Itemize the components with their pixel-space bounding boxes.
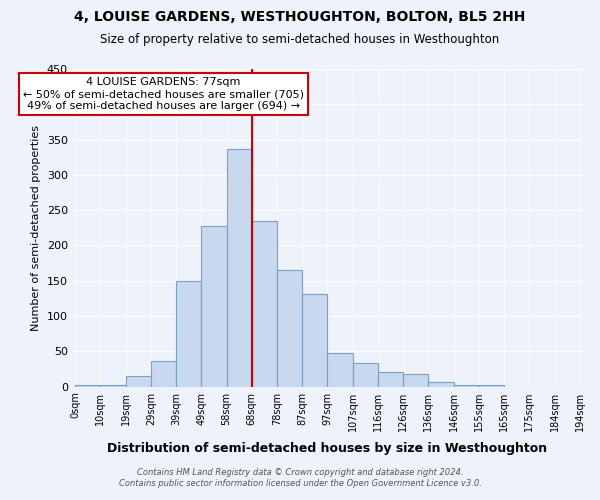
Bar	[479, 385, 504, 386]
Bar	[378, 372, 403, 386]
Text: Size of property relative to semi-detached houses in Westhoughton: Size of property relative to semi-detach…	[100, 32, 500, 46]
Bar	[454, 385, 479, 386]
Bar	[252, 222, 277, 386]
Bar	[125, 376, 151, 386]
Bar	[176, 282, 202, 387]
Text: Contains HM Land Registry data © Crown copyright and database right 2024.
Contai: Contains HM Land Registry data © Crown c…	[119, 468, 481, 487]
Text: 4, LOUISE GARDENS, WESTHOUGHTON, BOLTON, BL5 2HH: 4, LOUISE GARDENS, WESTHOUGHTON, BOLTON,…	[74, 10, 526, 24]
Bar	[75, 385, 100, 386]
Bar	[202, 226, 227, 386]
Bar	[403, 374, 428, 386]
Bar	[227, 150, 252, 386]
Y-axis label: Number of semi-detached properties: Number of semi-detached properties	[31, 125, 41, 331]
Bar	[328, 353, 353, 386]
X-axis label: Distribution of semi-detached houses by size in Westhoughton: Distribution of semi-detached houses by …	[107, 442, 548, 455]
Bar	[151, 360, 176, 386]
Bar	[302, 294, 328, 386]
Text: 4 LOUISE GARDENS: 77sqm
← 50% of semi-detached houses are smaller (705)
49% of s: 4 LOUISE GARDENS: 77sqm ← 50% of semi-de…	[23, 78, 304, 110]
Bar	[353, 364, 378, 386]
Bar	[428, 382, 454, 386]
Bar	[277, 270, 302, 386]
Bar	[100, 385, 125, 386]
